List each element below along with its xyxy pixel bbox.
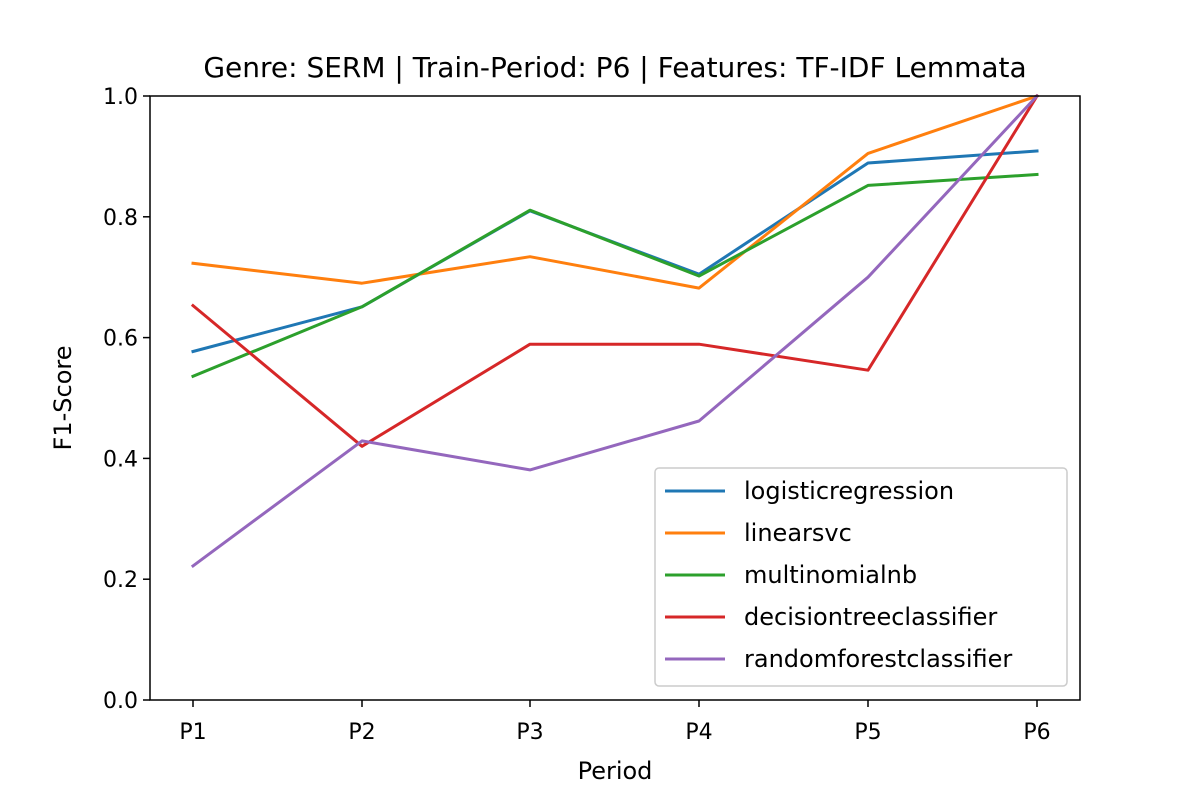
legend-label-decisiontreeclassifier: decisiontreeclassifier bbox=[744, 603, 997, 631]
chart-title: Genre: SERM | Train-Period: P6 | Feature… bbox=[203, 51, 1026, 84]
series-lines bbox=[190, 93, 1040, 568]
x-tick-label: P4 bbox=[685, 720, 712, 745]
y-tick-label: 0.0 bbox=[103, 689, 138, 714]
y-tick-label: 1.0 bbox=[103, 85, 138, 110]
x-tick-label: P5 bbox=[854, 720, 881, 745]
legend-label-logisticregression: logisticregression bbox=[744, 477, 954, 505]
legend-box bbox=[654, 467, 1068, 687]
y-axis-label: F1-Score bbox=[49, 346, 77, 451]
series-line-logisticregression bbox=[191, 149, 1039, 354]
y-tick-label: 0.4 bbox=[103, 447, 138, 472]
series-line-linearsvc bbox=[191, 94, 1039, 290]
y-tick-label: 0.6 bbox=[103, 327, 138, 352]
y-axis-ticks: 0.0 0.2 0.4 0.6 0.8 1.0 bbox=[103, 85, 150, 714]
plot-area-frame bbox=[149, 95, 1081, 701]
x-tick-label: P6 bbox=[1023, 720, 1050, 745]
y-tick-label: 0.8 bbox=[103, 206, 138, 231]
legend-label-linearsvc: linearsvc bbox=[744, 519, 852, 547]
legend-label-randomforestclassifier: randomforestclassifier bbox=[744, 645, 1012, 673]
y-tick-label: 0.2 bbox=[103, 568, 138, 593]
legend: logisticregression linearsvc multinomialnb… bbox=[654, 467, 1068, 687]
legend-label-multinomialnb: multinomialnb bbox=[744, 561, 917, 589]
x-tick-label: P1 bbox=[179, 720, 206, 745]
x-axis-ticks: P1 P2 P3 P4 P5 P6 bbox=[179, 700, 1051, 745]
x-tick-label: P2 bbox=[348, 720, 375, 745]
series-line-randomforestclassifier bbox=[190, 93, 1040, 568]
series-line-decisiontreeclassifier bbox=[190, 93, 1040, 448]
series-line-multinomialnb bbox=[191, 172, 1039, 379]
x-tick-label: P3 bbox=[516, 720, 543, 745]
x-axis-label: Period bbox=[578, 757, 653, 785]
